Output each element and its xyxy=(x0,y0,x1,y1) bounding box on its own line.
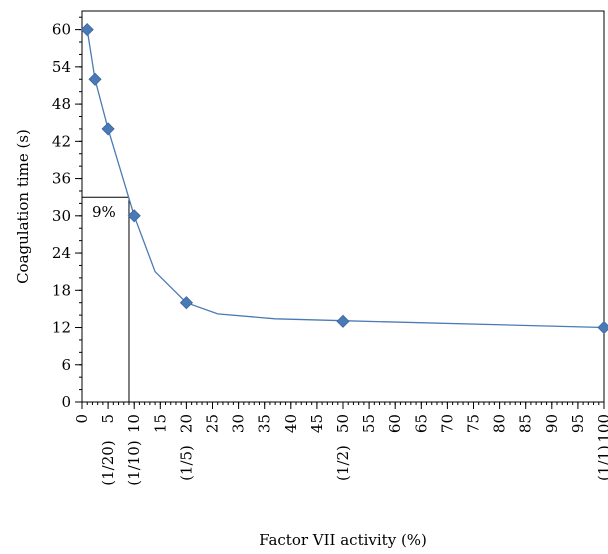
x-axis-title: Factor VII activity (%) xyxy=(259,531,427,549)
x-tick-label: 35 xyxy=(256,414,274,433)
reference-label: 9% xyxy=(92,203,116,221)
data-point xyxy=(597,320,608,335)
y-tick-label: 24 xyxy=(52,244,71,262)
x-tick-label: 65 xyxy=(412,414,430,433)
y-tick-label: 48 xyxy=(52,95,71,113)
x-tick-label: 20 xyxy=(177,414,195,433)
y-tick-label: 42 xyxy=(52,132,71,150)
dilution-label: (1/1) xyxy=(595,445,608,481)
x-tick-label: 40 xyxy=(282,414,300,433)
x-tick-label: 30 xyxy=(230,414,248,433)
x-tick-label: 70 xyxy=(438,414,456,433)
y-tick-label: 12 xyxy=(52,319,71,337)
y-tick-label: 0 xyxy=(61,393,71,411)
x-tick-label: 95 xyxy=(569,414,587,433)
x-tick-label: 85 xyxy=(517,414,535,433)
x-tick-label: 25 xyxy=(204,414,222,433)
x-tick-label: 0 xyxy=(73,414,91,424)
fit-curve-line xyxy=(86,29,605,329)
data-point xyxy=(336,314,350,328)
x-tick-label: 75 xyxy=(465,414,483,433)
data-point xyxy=(127,209,141,223)
fit-curve xyxy=(86,29,605,329)
x-tick-label: 50 xyxy=(334,414,352,433)
dilution-label: (1/2) xyxy=(334,445,352,481)
x-tick-label: 60 xyxy=(386,414,404,433)
data-points xyxy=(80,23,608,335)
data-point xyxy=(88,72,102,86)
x-tick-label: 80 xyxy=(491,414,509,433)
y-axis-title: Coagulation time (s) xyxy=(14,129,32,284)
dilution-label: (1/20) xyxy=(99,440,117,485)
data-point xyxy=(80,23,94,37)
y-tick-label: 6 xyxy=(61,356,71,374)
x-tick-label: 10 xyxy=(125,414,143,433)
data-point xyxy=(101,122,115,136)
dilution-label: (1/10) xyxy=(125,440,143,485)
y-tick-label: 18 xyxy=(52,281,71,299)
dilution-label: (1/5) xyxy=(177,445,195,481)
y-tick-label: 54 xyxy=(52,58,71,76)
x-tick-label: 45 xyxy=(308,414,326,433)
x-tick-label: 15 xyxy=(151,414,169,433)
axes xyxy=(75,10,605,409)
x-tick-label: 100 xyxy=(595,414,608,443)
x-tick-label: 5 xyxy=(99,414,117,424)
x-tick-label: 90 xyxy=(543,414,561,433)
y-tick-label: 30 xyxy=(52,207,71,225)
x-tick-label: 55 xyxy=(360,414,378,433)
y-tick-label: 60 xyxy=(52,21,71,39)
reference-lines xyxy=(82,196,130,402)
plot-frame xyxy=(81,10,605,403)
data-point xyxy=(179,296,193,310)
y-tick-label: 36 xyxy=(52,170,71,188)
